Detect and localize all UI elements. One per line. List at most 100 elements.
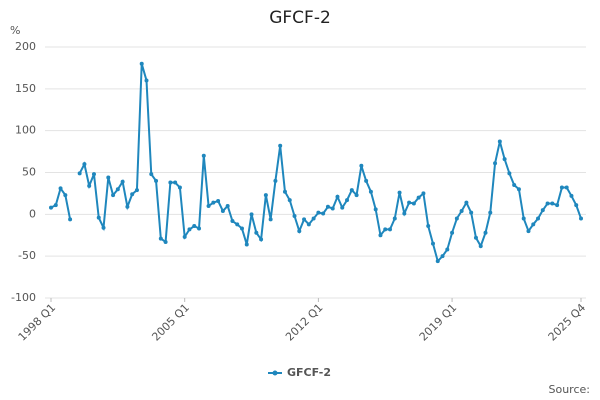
y-tick-label: 50 xyxy=(22,166,36,179)
point xyxy=(292,214,297,219)
point xyxy=(488,210,493,215)
point xyxy=(168,180,173,185)
point xyxy=(259,237,264,242)
point xyxy=(173,180,178,185)
point xyxy=(445,247,450,252)
point xyxy=(478,244,483,249)
point xyxy=(459,208,464,213)
chart-title: GFCF-2 xyxy=(269,8,331,28)
point xyxy=(273,178,278,183)
point xyxy=(77,171,82,176)
point xyxy=(373,207,378,212)
point xyxy=(574,203,579,208)
point xyxy=(111,193,116,198)
point xyxy=(569,193,574,198)
point xyxy=(397,190,402,195)
x-tick-label: 2012 Q1 xyxy=(283,301,326,344)
point xyxy=(512,183,517,188)
y-tick-label: -50 xyxy=(18,249,36,262)
point xyxy=(435,259,440,264)
point xyxy=(268,217,273,222)
point xyxy=(287,198,292,203)
point xyxy=(416,195,421,200)
point xyxy=(230,219,235,224)
point xyxy=(302,217,307,222)
point xyxy=(282,189,287,194)
point xyxy=(311,216,316,221)
y-unit: % xyxy=(10,24,20,37)
point xyxy=(239,226,244,231)
point xyxy=(349,188,354,193)
point xyxy=(87,183,92,188)
point xyxy=(82,162,87,167)
point xyxy=(426,224,431,229)
point xyxy=(550,201,555,206)
point xyxy=(536,216,541,221)
point xyxy=(421,191,426,196)
x-tick-label: 2019 Q1 xyxy=(417,301,460,344)
x-tick-label: 2005 Q1 xyxy=(149,301,192,344)
point xyxy=(493,161,498,166)
legend-marker xyxy=(272,370,278,376)
point xyxy=(101,225,106,230)
point xyxy=(96,215,101,220)
point xyxy=(454,216,459,221)
point xyxy=(473,235,478,240)
point xyxy=(430,241,435,246)
point xyxy=(368,189,373,194)
y-tick-label: 150 xyxy=(15,82,36,95)
point xyxy=(502,157,507,162)
x-tick-label: 2025 Q4 xyxy=(546,301,589,344)
point xyxy=(192,224,197,229)
point xyxy=(359,163,364,168)
point xyxy=(197,226,202,231)
point xyxy=(120,179,125,184)
point xyxy=(579,216,583,221)
point xyxy=(220,208,225,213)
point xyxy=(154,178,159,183)
point xyxy=(469,210,474,215)
x-tick-label: 1998 Q1 xyxy=(16,301,59,344)
point xyxy=(149,172,154,177)
point xyxy=(225,203,230,208)
point xyxy=(58,186,63,191)
point xyxy=(516,187,521,192)
point xyxy=(49,205,53,210)
point xyxy=(177,185,182,190)
point xyxy=(321,211,326,216)
point xyxy=(68,217,73,222)
point xyxy=(330,206,335,211)
point xyxy=(158,236,163,241)
point xyxy=(206,203,211,208)
point xyxy=(53,203,58,208)
point xyxy=(216,198,221,203)
point xyxy=(187,227,192,232)
point xyxy=(555,203,560,208)
y-tick-label: 200 xyxy=(15,40,36,53)
point xyxy=(144,78,149,83)
point xyxy=(497,139,502,144)
point xyxy=(115,187,120,192)
point xyxy=(483,230,488,235)
point xyxy=(139,61,144,66)
point xyxy=(440,254,445,259)
point xyxy=(249,212,254,217)
point xyxy=(540,208,545,213)
point xyxy=(130,192,135,197)
point xyxy=(106,175,111,180)
point xyxy=(125,204,130,209)
point xyxy=(383,227,388,232)
point xyxy=(254,230,259,235)
point xyxy=(134,188,139,193)
point xyxy=(325,204,330,209)
point xyxy=(297,229,302,234)
point xyxy=(354,193,359,198)
point xyxy=(91,172,96,177)
y-tick-label: -100 xyxy=(11,291,36,304)
point xyxy=(163,239,168,244)
point xyxy=(402,211,407,216)
point xyxy=(364,178,369,183)
point xyxy=(378,233,383,238)
point xyxy=(263,193,268,198)
